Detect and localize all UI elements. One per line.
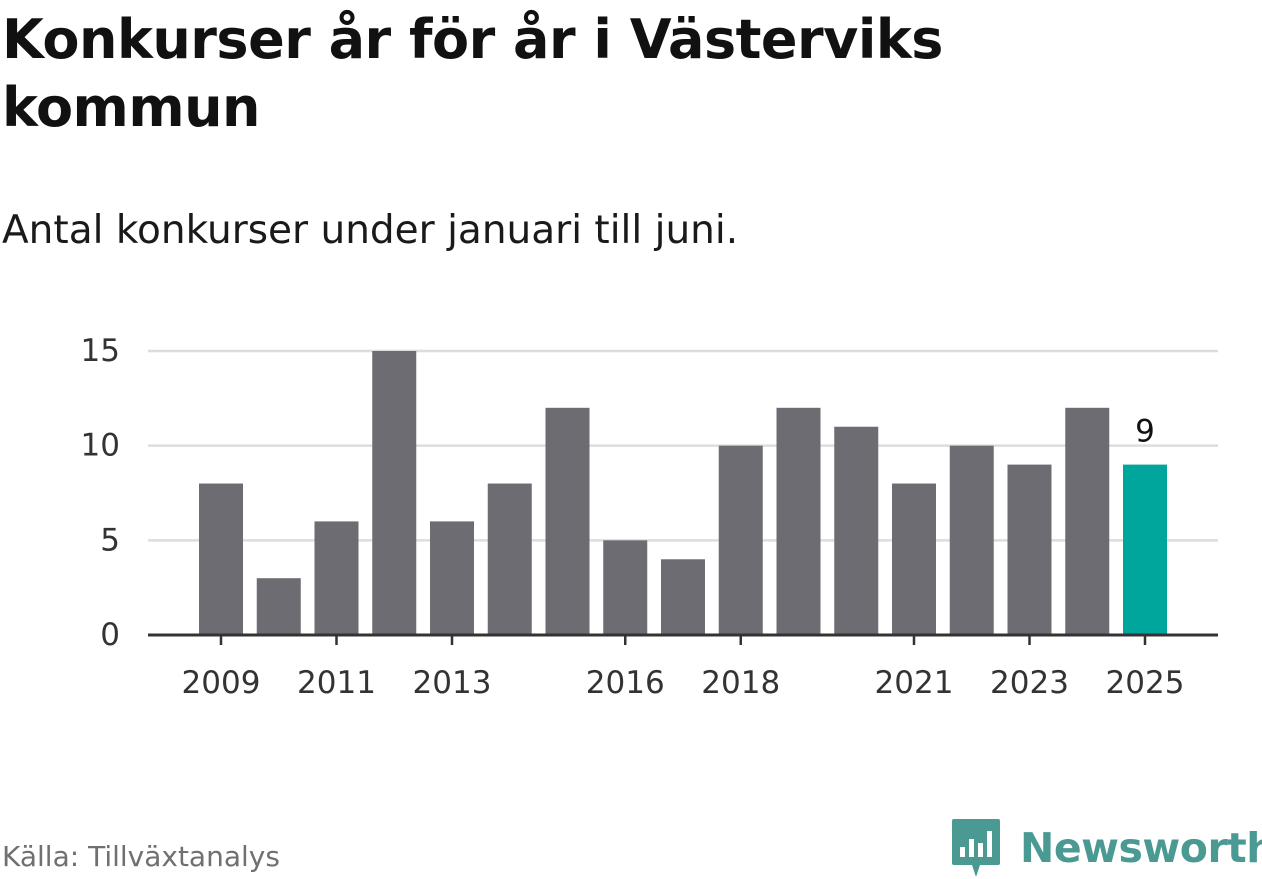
- bar-2018: [718, 445, 763, 635]
- brand-name: Newsworthy: [1020, 824, 1262, 872]
- brand-logo: Newsworthy: [950, 818, 1262, 878]
- y-tick-label: 10: [81, 428, 120, 464]
- y-tick-label: 5: [100, 522, 120, 558]
- bar-2009: [199, 483, 243, 635]
- labels: 0 5 10 15 2009 2011 2013 2016 2018 2021 2023 2025 9: [81, 333, 1185, 701]
- x-tick-label: 2011: [297, 665, 376, 701]
- bar-2017: [661, 559, 705, 635]
- x-tick-label: 2018: [701, 665, 780, 701]
- x-tick-label: 2021: [875, 665, 954, 701]
- bar-2012: [372, 351, 417, 635]
- newsworthy-logo-icon: [952, 819, 1000, 877]
- x-tick-label: 2025: [1106, 665, 1185, 701]
- source-note: Källa: Tillväxtanalys: [2, 840, 280, 873]
- x-tick-label: 2023: [990, 665, 1069, 701]
- bar-2022: [949, 445, 994, 635]
- x-tick-label: 2009: [182, 665, 261, 701]
- bar-2011: [314, 521, 359, 635]
- bar-chart: 0 5 10 15 2009 2011 2013 2016 2018 2021 2023 2025 9: [81, 333, 1218, 701]
- bar-2019: [776, 407, 821, 635]
- y-tick-label: 0: [100, 617, 120, 653]
- bar-2025: [1123, 464, 1167, 635]
- bar-2023: [1007, 464, 1052, 635]
- x-tick-label: 2016: [586, 665, 665, 701]
- bar-2021: [892, 483, 936, 635]
- y-tick-label: 15: [81, 333, 120, 369]
- bars: [199, 351, 1167, 635]
- bar-2024: [1065, 407, 1110, 635]
- chart-subtitle: Antal konkurser under januari till juni.: [2, 208, 739, 253]
- bar-2014: [487, 483, 532, 635]
- chart-title: Konkurser år för år i Västerviks kommun: [2, 8, 943, 139]
- x-tick-label: 2013: [413, 665, 492, 701]
- data-label: 9: [1135, 414, 1155, 450]
- bar-2016: [603, 540, 648, 635]
- bar-2013: [430, 521, 474, 635]
- bar-2015: [545, 407, 590, 635]
- axes: [148, 633, 1218, 645]
- bar-2010: [256, 578, 301, 635]
- bar-2020: [834, 426, 879, 635]
- gridlines: [148, 349, 1218, 542]
